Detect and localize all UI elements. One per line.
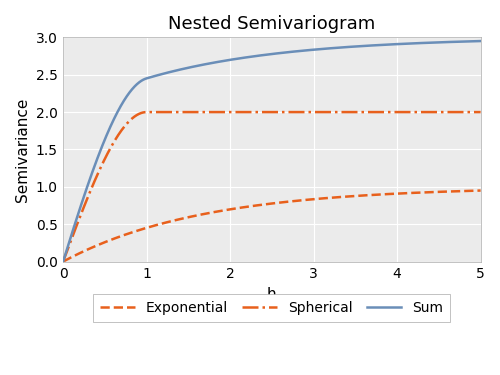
Sum: [82, 193, 87, 197]
Exponential: [263, 202, 269, 207]
Sum: [389, 42, 395, 46]
Sum: [252, 54, 258, 58]
Spherical: [264, 110, 270, 114]
Line: Spherical: Spherical: [63, 112, 480, 262]
Spherical: [466, 110, 471, 114]
Y-axis label: Semivariance: Semivariance: [15, 97, 30, 202]
Spherical: [466, 110, 471, 114]
Exponential: [466, 189, 471, 193]
Exponential: [478, 188, 484, 193]
Spherical: [252, 110, 258, 114]
Spherical: [478, 110, 484, 114]
Spherical: [82, 203, 87, 208]
X-axis label: h: h: [267, 286, 276, 302]
Sum: [466, 39, 471, 44]
Title: Nested Semivariogram: Nested Semivariogram: [168, 15, 376, 33]
Exponential: [389, 192, 395, 196]
Exponential: [82, 249, 87, 253]
Spherical: [144, 110, 150, 114]
Spherical: [389, 110, 395, 114]
Exponential: [60, 260, 66, 264]
Sum: [478, 39, 484, 43]
Spherical: [60, 260, 66, 264]
Line: Exponential: Exponential: [63, 190, 480, 262]
Exponential: [466, 189, 471, 193]
Sum: [60, 260, 66, 264]
Sum: [263, 53, 269, 57]
Exponential: [252, 203, 258, 208]
Sum: [466, 39, 471, 44]
Line: Sum: Sum: [63, 41, 480, 262]
Legend: Exponential, Spherical, Sum: Exponential, Spherical, Sum: [94, 294, 450, 322]
